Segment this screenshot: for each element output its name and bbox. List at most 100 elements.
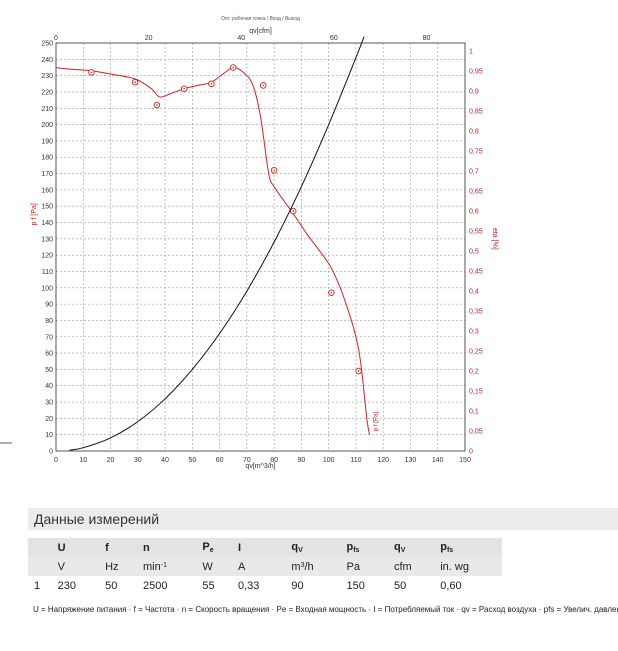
y-tick-label: 100 <box>41 285 53 292</box>
x-tick-label: 0 <box>54 457 58 464</box>
header-symbol: U <box>57 541 66 554</box>
series-line <box>69 36 365 451</box>
right-tick-label: 0,75 <box>469 149 483 156</box>
x-tick-label: 50 <box>188 457 196 464</box>
value-cell: 150 <box>340 576 388 595</box>
y-tick-label: 230 <box>41 73 53 80</box>
x-tick-label: 100 <box>323 457 335 464</box>
right-tick-label: 0,05 <box>469 429 483 436</box>
y-tick-label: 30 <box>45 400 53 407</box>
unit-superscript: 3 <box>300 561 305 569</box>
right-tick-label: 0,45 <box>469 269 483 276</box>
header-cell: pfs <box>340 538 388 557</box>
value-cell: 0,33 <box>231 576 286 595</box>
right-tick-label: 0,1 <box>469 409 479 416</box>
unit-cell: V <box>51 557 100 576</box>
value-cell: 90 <box>285 576 341 595</box>
y-tick-label: 220 <box>41 89 53 96</box>
y-tick-label: 110 <box>42 269 53 276</box>
top-tick-label: 80 <box>423 35 431 42</box>
unit-cell: min-1 <box>137 557 197 576</box>
unit-text: in. wg <box>440 560 469 573</box>
y-tick-label: 240 <box>41 57 53 64</box>
unit-cell: m3/h <box>285 557 341 576</box>
right-tick-label: 0,15 <box>469 389 483 396</box>
data-point-dot <box>292 210 295 212</box>
right-tick-label: 0,9 <box>469 89 479 96</box>
top-tick-label: 0 <box>54 35 58 42</box>
table-row: 1 230 50 2500 55 0,33 90 150 50 0,60 <box>28 576 502 595</box>
y-tick-label: 200 <box>41 122 53 129</box>
top-tick-label: 20 <box>145 35 153 42</box>
y-tick-label: 10 <box>45 432 53 439</box>
measurement-data-title: Данные измерений <box>28 508 618 530</box>
unit-cell: W <box>196 557 232 576</box>
header-symbol: p <box>346 541 354 553</box>
data-point-dot <box>134 81 136 83</box>
unit-text: Hz <box>105 560 119 573</box>
x-tick-label: 40 <box>161 457 169 464</box>
x-tick-label: 130 <box>405 457 417 464</box>
y-tick-label: 160 <box>41 187 53 194</box>
unit-text: Pa <box>346 560 360 573</box>
right-tick-label: 0,65 <box>469 189 483 196</box>
header-symbol: p <box>440 541 447 553</box>
x-tick-label: 80 <box>270 457 278 464</box>
y-tick-label: 120 <box>41 253 53 260</box>
header-subscript: e <box>209 547 214 554</box>
header-symbol: P <box>202 541 210 553</box>
y-tick-label: 250 <box>41 41 53 48</box>
right-tick-label: 0,25 <box>469 349 483 356</box>
right-tick-label: 0,2 <box>469 369 479 376</box>
x-axis-label: qv[m^3/h] <box>245 463 275 470</box>
x-tick-label: 90 <box>298 457 306 464</box>
y-tick-label: 150 <box>41 204 53 211</box>
top-axis-label: qv[cfm] <box>249 28 272 35</box>
y-tick-label: 180 <box>41 155 53 162</box>
header-cell: pfs <box>434 538 502 557</box>
y-tick-label: 70 <box>45 334 53 341</box>
y-tick-label: 90 <box>45 302 53 309</box>
y-tick-label: 0 <box>49 449 53 456</box>
header-symbol: n <box>143 541 150 554</box>
y-tick-label: 20 <box>45 416 53 423</box>
plot-frame <box>55 42 466 452</box>
unit-superscript: -1 <box>160 561 167 569</box>
right-tick-label: 0,4 <box>469 289 479 296</box>
data-point-dot <box>183 87 185 90</box>
header-subscript: V <box>400 547 406 554</box>
y-tick-label: 170 <box>41 171 53 178</box>
unit-cell: in. wg <box>434 557 502 576</box>
value-cell: 50 <box>99 576 137 595</box>
header-cell: qV <box>387 538 435 557</box>
value-cell: 230 <box>51 576 100 595</box>
y-tick-label: 40 <box>45 383 53 390</box>
value-cell: 0,60 <box>434 576 502 595</box>
right-tick-label: 0,7 <box>469 169 479 176</box>
unit-text: cfm <box>393 560 412 573</box>
curve-label: p f [Pa] <box>374 412 380 431</box>
y-axis-label-right: eta [%] <box>491 228 498 250</box>
header-cell: f <box>99 538 137 557</box>
series-line <box>55 66 371 435</box>
header-cell: I <box>231 538 286 557</box>
unit-text: m <box>291 560 301 573</box>
value-cell: 55 <box>196 576 232 595</box>
data-point-dot <box>330 291 333 294</box>
y-tick-label: 50 <box>45 367 53 374</box>
value-cell: 50 <box>387 576 435 595</box>
data-point-dot <box>156 104 158 106</box>
header-cell: n <box>137 538 197 557</box>
top-tick-label: 40 <box>237 35 245 42</box>
unit-text: A <box>237 560 246 573</box>
x-tick-label: 20 <box>107 457 115 464</box>
right-tick-label: 0,5 <box>469 249 479 256</box>
data-point-dot <box>210 83 213 85</box>
chart-title: Опт. рабочая точка / Вход / Выход <box>221 16 300 22</box>
unit-cell: Pa <box>340 557 388 576</box>
top-tick-label: 60 <box>330 35 338 42</box>
x-tick-label: 10 <box>79 457 87 464</box>
